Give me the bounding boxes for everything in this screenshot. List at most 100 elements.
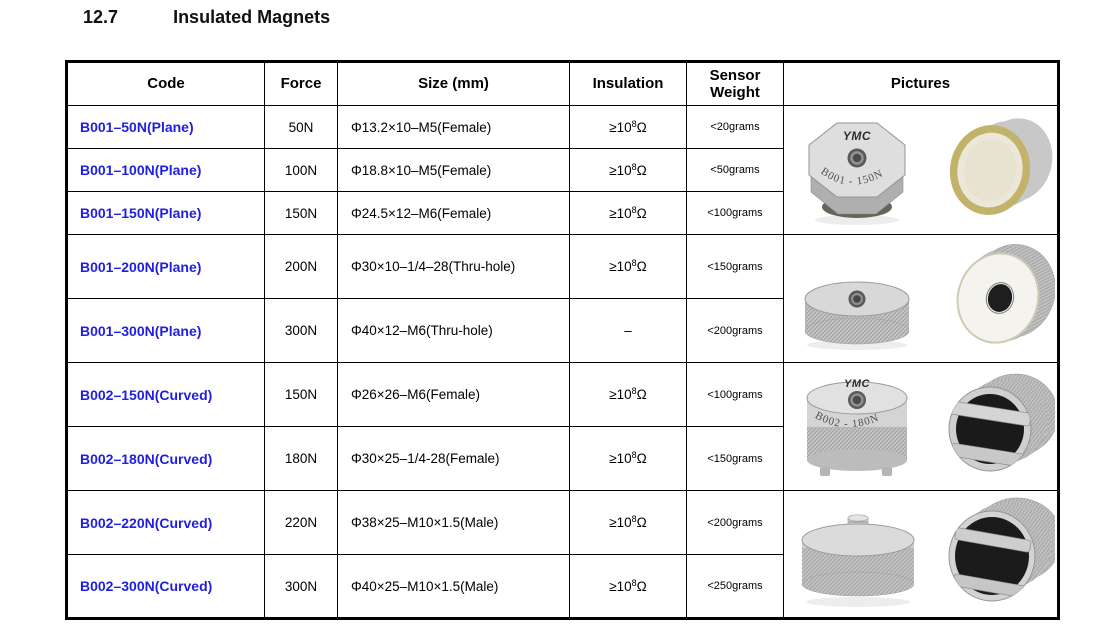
- weight-cell: <150grams: [686, 426, 784, 491]
- code-cell: B001–100N(Plane): [66, 148, 265, 192]
- code-cell: B002–300N(Curved): [66, 554, 265, 619]
- force-cell: 150N: [264, 191, 338, 235]
- force-cell: 100N: [264, 148, 338, 192]
- size-cell: Φ24.5×12–M6(Female): [337, 191, 570, 235]
- insulation-cell: ≥108Ω: [569, 191, 687, 235]
- table-row: B001–150N(Plane) 150N Φ24.5×12–M6(Female…: [66, 191, 1059, 235]
- insulation-value: ≥10: [609, 119, 632, 135]
- insulation-unit: Ω: [636, 119, 647, 135]
- insulation-exponent: 8: [631, 514, 637, 524]
- magnet-photo-disc-face-view: [956, 243, 1055, 344]
- insulation-exponent: 8: [631, 118, 637, 129]
- force-cell: 300N: [264, 554, 338, 619]
- header-force: Force: [264, 61, 338, 106]
- magnet-photos-b002-curved-large: [801, 497, 1055, 607]
- size-cell: Φ26×26–M6(Female): [337, 362, 570, 427]
- header-row: Code Force Size (mm) Insulation Sensor W…: [66, 61, 1059, 106]
- size-cell: Φ13.2×10–M5(Female): [337, 105, 570, 149]
- insulation-exponent: 8: [631, 577, 637, 588]
- magnets-table: Code Force Size (mm) Insulation Sensor W…: [65, 60, 1060, 620]
- magnet-photos-b001-plane-small: YMC B001 - 150N: [808, 118, 1052, 225]
- table-row: B001–50N(Plane) 50N Φ13.2×10–M5(Female) …: [66, 105, 1059, 235]
- insulation-cell: ≥108Ω: [569, 362, 687, 427]
- size-cell: Φ18.8×10–M5(Female): [337, 148, 570, 192]
- table-row: B001–200N(Plane) 200N Φ30×10–1/4–28(Thru…: [66, 234, 1059, 363]
- code-cell: B001–50N(Plane): [66, 105, 265, 149]
- insulation-cell: ≥108Ω: [569, 554, 687, 619]
- weight-cell: <150grams: [686, 234, 784, 299]
- force-cell: 150N: [264, 362, 338, 427]
- size-cell: Φ30×10–1/4–28(Thru-hole): [337, 234, 570, 299]
- code-cell: B002–220N(Curved): [66, 490, 265, 555]
- size-cell: Φ40×25–M10×1.5(Male): [337, 554, 570, 619]
- table-row: B002–150N(Curved) 150N Φ26×26–M6(Female)…: [66, 362, 1059, 491]
- ymc-logo: YMC: [844, 378, 871, 390]
- force-cell: 200N: [264, 234, 338, 299]
- weight-cell: <50grams: [686, 148, 784, 192]
- insulation-cell: ≥108Ω: [569, 490, 687, 555]
- header-pictures: Pictures: [783, 61, 1059, 106]
- pictures-cell: [783, 234, 1059, 363]
- insulation-value: –: [624, 323, 632, 338]
- magnet-photos-b002-curved-small: YMC B002 - 180N: [806, 373, 1055, 476]
- pictures-cell: YMC B002 - 180N: [783, 362, 1059, 491]
- magnet-photo-octagon-top-view: YMC B001 - 150N: [808, 122, 905, 225]
- ymc-logo: YMC: [842, 129, 870, 143]
- magnet-photo-cylinder-top-view: YMC B002 - 180N: [806, 378, 907, 476]
- insulation-exponent: 8: [631, 386, 637, 396]
- weight-cell: <20grams: [686, 105, 784, 149]
- header-size: Size (mm): [337, 61, 570, 106]
- magnet-photos-b001-plane-large: [804, 243, 1055, 350]
- magnet-photo-cream-face-view: [949, 118, 1052, 215]
- force-cell: 50N: [264, 105, 338, 149]
- code-cell: B001–300N(Plane): [66, 298, 265, 363]
- insulation-value: ≥10: [609, 451, 632, 466]
- insulation-value: ≥10: [609, 205, 632, 221]
- header-sensor-weight: Sensor Weight: [686, 61, 784, 106]
- insulation-cell: ≥108Ω: [569, 148, 687, 192]
- header-insulation: Insulation: [569, 61, 687, 106]
- insulation-value: ≥10: [609, 259, 632, 274]
- insulation-unit: Ω: [636, 259, 647, 274]
- weight-cell: <100grams: [686, 362, 784, 427]
- code-cell: B001–200N(Plane): [66, 234, 265, 299]
- section-heading: Insulated Magnets: [173, 7, 331, 27]
- section-title: 12.7 Insulated Magnets: [83, 7, 330, 28]
- weight-cell: <200grams: [686, 490, 784, 555]
- insulation-cell: ≥108Ω: [569, 105, 687, 149]
- force-cell: 220N: [264, 490, 338, 555]
- code-cell: B001–150N(Plane): [66, 191, 265, 235]
- weight-cell: <100grams: [686, 191, 784, 235]
- insulation-exponent: 8: [631, 258, 637, 268]
- code-cell: B002–150N(Curved): [66, 362, 265, 427]
- section-number: 12.7: [83, 7, 119, 27]
- size-cell: Φ30×25–1/4-28(Female): [337, 426, 570, 491]
- weight-cell: <250grams: [686, 554, 784, 619]
- insulation-unit: Ω: [636, 515, 647, 530]
- code-cell: B002–180N(Curved): [66, 426, 265, 491]
- insulation-exponent: 8: [631, 204, 637, 215]
- table-row: B001–300N(Plane) 300N Φ40×12–M6(Thru-hol…: [66, 298, 1059, 363]
- insulation-cell: –: [569, 298, 687, 363]
- magnet-photo-curved-face-view: [948, 497, 1055, 602]
- insulation-exponent: 8: [631, 450, 637, 460]
- size-cell: Φ40×12–M6(Thru-hole): [337, 298, 570, 363]
- magnet-photo-disc-top-view: [804, 281, 909, 350]
- magnet-photo-curved-face-view: [948, 373, 1055, 471]
- table-row: B002–180N(Curved) 180N Φ30×25–1/4-28(Fem…: [66, 426, 1059, 491]
- weight-cell: <200grams: [686, 298, 784, 363]
- force-cell: 180N: [264, 426, 338, 491]
- insulation-unit: Ω: [636, 387, 647, 402]
- force-cell: 300N: [264, 298, 338, 363]
- insulation-value: ≥10: [609, 515, 632, 530]
- insulation-value: ≥10: [609, 578, 632, 594]
- insulation-unit: Ω: [636, 205, 647, 221]
- insulation-value: ≥10: [609, 387, 632, 402]
- insulation-unit: Ω: [636, 451, 647, 466]
- insulation-unit: Ω: [636, 162, 647, 178]
- magnet-photo-stud-top-view: [801, 514, 914, 607]
- insulation-cell: ≥108Ω: [569, 234, 687, 299]
- size-cell: Φ38×25–M10×1.5(Male): [337, 490, 570, 555]
- insulation-value: ≥10: [609, 162, 632, 178]
- pictures-cell: YMC B001 - 150N: [783, 105, 1059, 235]
